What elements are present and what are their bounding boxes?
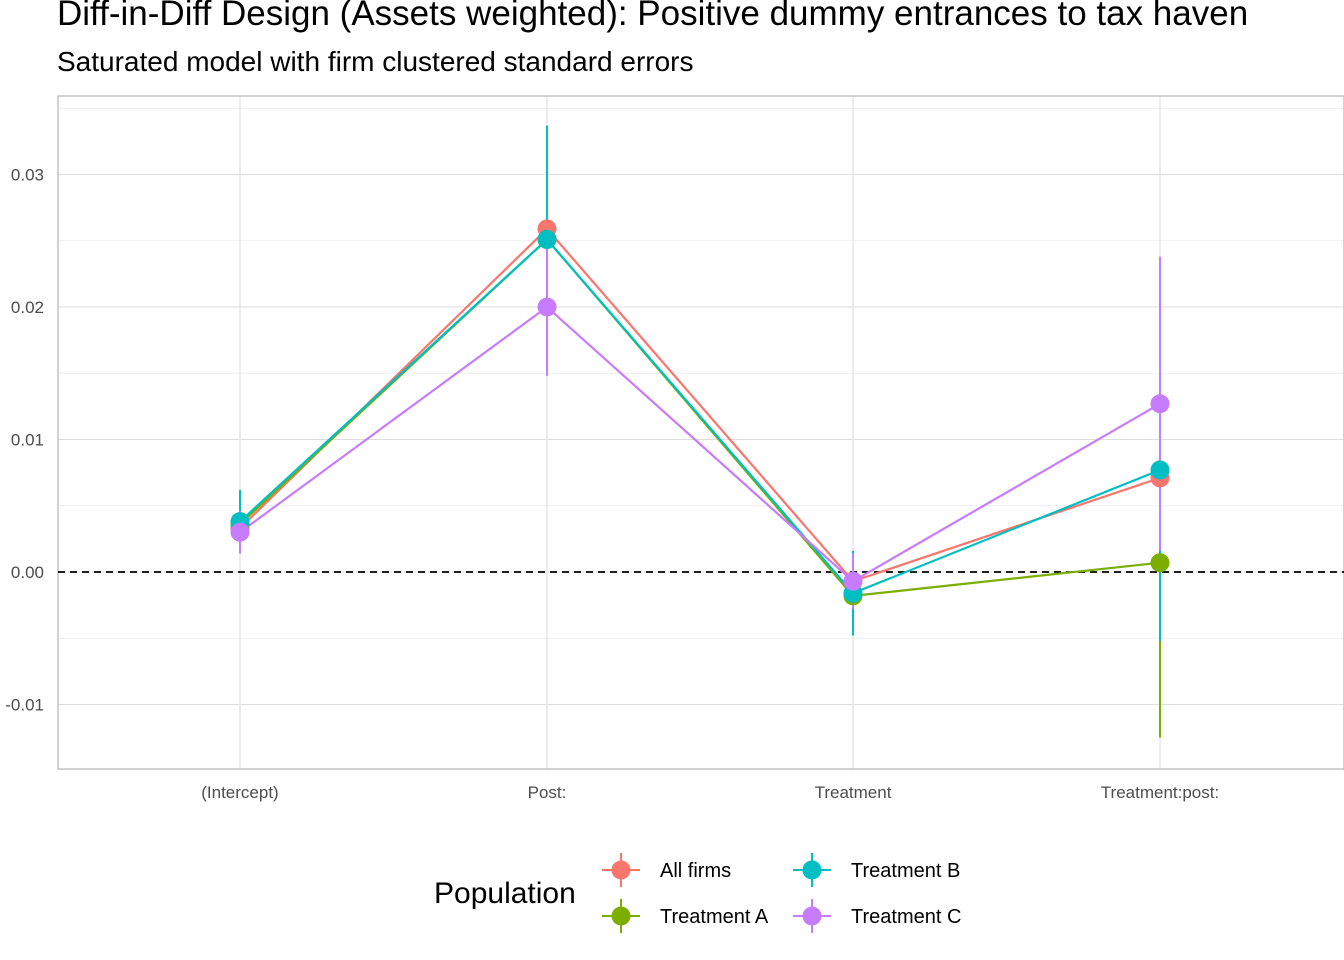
data-point <box>1150 553 1170 573</box>
legend-label: Treatment A <box>660 906 769 928</box>
data-point <box>1150 460 1170 480</box>
legend-key-point <box>802 906 822 926</box>
data-point <box>230 522 250 542</box>
y-tick-label: 0.01 <box>11 431 44 450</box>
legend: Population All firms Treatment A Treatment … <box>434 853 961 933</box>
series-line <box>239 227 1161 583</box>
legend-key-point <box>611 906 631 926</box>
series-line <box>239 305 1161 583</box>
legend-key-point <box>611 860 631 880</box>
legend-key-point <box>802 860 822 880</box>
data-point <box>1150 394 1170 414</box>
data-point <box>537 229 557 249</box>
series-line <box>239 237 1161 595</box>
data-point <box>843 571 863 591</box>
legend-label: Treatment B <box>851 860 960 882</box>
plot-panel: -0.01 0.00 0.01 0.02 0.03 (Intercept) Post: Tre… <box>5 95 1344 802</box>
x-tick-label: Treatment:post: <box>1101 783 1219 802</box>
panel-border <box>57 95 1344 770</box>
x-tick-label: (Intercept) <box>201 783 278 802</box>
chart-title: Diff-in-Diff Design (Assets weighted): P… <box>57 0 1249 33</box>
legend-label: Treatment C <box>851 906 961 928</box>
legend-label: All firms <box>660 860 731 882</box>
data-point <box>537 297 557 317</box>
y-tick-label: -0.01 <box>5 696 44 715</box>
legend-title: Population <box>434 877 576 910</box>
x-tick-label: Post: <box>528 783 567 802</box>
y-tick-label: 0.00 <box>11 563 44 582</box>
x-tick-label: Treatment <box>815 783 892 802</box>
y-tick-label: 0.02 <box>11 298 44 317</box>
chart-subtitle: Saturated model with firm clustered stan… <box>57 46 694 77</box>
y-tick-label: 0.03 <box>11 166 44 185</box>
